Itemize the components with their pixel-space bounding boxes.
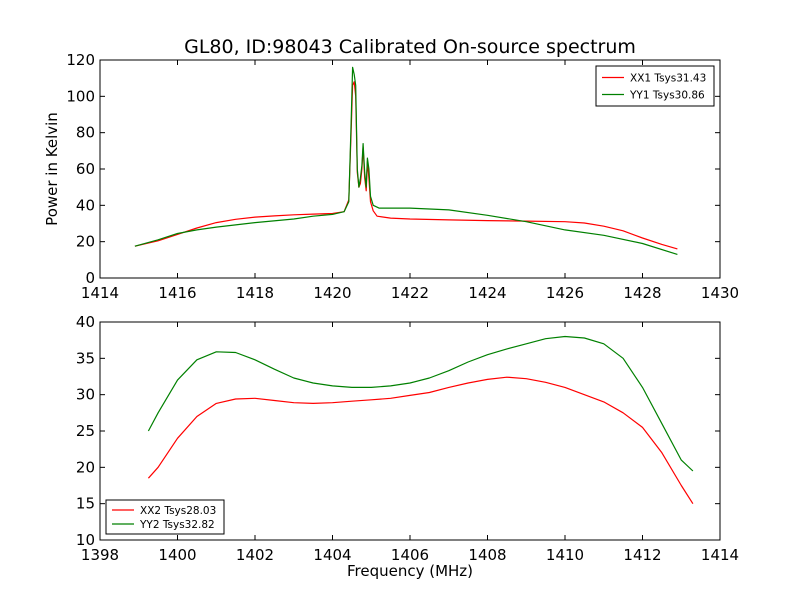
x-axis-label: Frequency (MHz) — [347, 562, 473, 580]
legend-entry-label: XX1 Tsys31.43 — [630, 73, 706, 85]
y-tick-label: 20 — [76, 233, 95, 251]
legend-box — [105, 499, 225, 535]
x-tick-label: 1404 — [313, 546, 351, 564]
x-tick-label: 1426 — [546, 284, 584, 302]
top-legend: XX1 Tsys31.43 YY1 Tsys30.86 — [595, 65, 715, 107]
x-tick-label: 1406 — [391, 546, 429, 564]
x-tick-label: 1418 — [236, 284, 274, 302]
y-tick-label: 120 — [66, 51, 95, 69]
x-tick-label: 1424 — [468, 284, 506, 302]
top-spectrum-panel: Power in Kelvin XX1 Tsys31.43 YY1 Tsys30.… — [43, 51, 739, 302]
top-y-axis-label: Power in Kelvin — [43, 112, 61, 226]
x-tick-label: 1408 — [468, 546, 506, 564]
x-tick-label: 1414 — [701, 546, 739, 564]
bottom-spectrum-panel: Frequency (MHz) XX2 Tsys28.03 YY2 Tsys32.… — [76, 313, 739, 580]
y-tick-label: 40 — [76, 313, 95, 331]
y-tick-label: 100 — [66, 87, 95, 105]
x-tick-label: 1400 — [158, 546, 196, 564]
legend-box — [595, 65, 715, 107]
x-tick-label: 1412 — [623, 546, 661, 564]
y-tick-label: 25 — [76, 422, 95, 440]
y-tick-label: 10 — [76, 531, 95, 549]
x-tick-label: 1410 — [546, 546, 584, 564]
legend-entry-label: YY2 Tsys32.82 — [139, 519, 215, 531]
y-tick-label: 60 — [76, 160, 95, 178]
series-line-yy-panel2 — [147, 335, 694, 472]
x-tick-label: 1414 — [81, 284, 119, 302]
y-tick-label: 15 — [76, 495, 95, 513]
x-tick-label: 1422 — [391, 284, 429, 302]
legend-entry-label: XX2 Tsys28.03 — [140, 505, 216, 517]
y-tick-label: 0 — [85, 269, 95, 287]
series-line-yy-panel1 — [134, 66, 678, 255]
y-tick-label: 20 — [76, 458, 95, 476]
y-tick-label: 35 — [76, 349, 95, 367]
bottom-legend: XX2 Tsys28.03 YY2 Tsys32.82 — [105, 499, 225, 535]
series-line-xx-panel2 — [147, 376, 694, 505]
x-tick-label: 1420 — [313, 284, 351, 302]
x-tick-label: 1402 — [236, 546, 274, 564]
figure-title: GL80, ID:98043 Calibrated On-source spec… — [184, 36, 636, 58]
legend-entry-label: YY1 Tsys30.86 — [629, 90, 705, 102]
y-tick-label: 80 — [76, 124, 95, 142]
x-tick-label: 1428 — [623, 284, 661, 302]
x-tick-label: 1416 — [158, 284, 196, 302]
y-tick-label: 40 — [76, 196, 95, 214]
x-tick-label: 1398 — [81, 546, 119, 564]
x-tick-label: 1430 — [701, 284, 739, 302]
y-tick-label: 30 — [76, 386, 95, 404]
